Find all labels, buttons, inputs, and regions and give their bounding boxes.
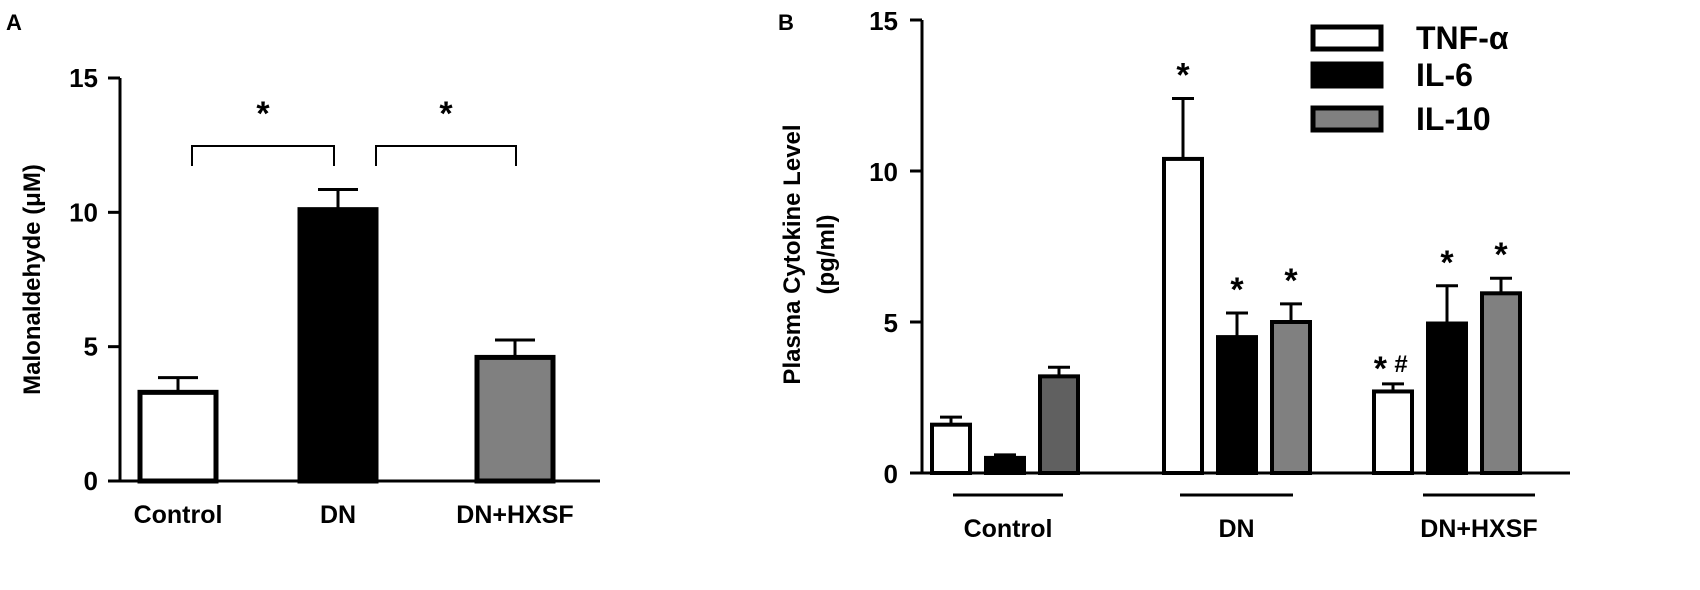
panel-b-significance-mark: * <box>1440 244 1454 282</box>
panel-b-significance-mark: * <box>1176 57 1190 95</box>
panel-b-bar <box>1038 374 1080 475</box>
panel-b-significance-mark: * <box>1230 271 1244 309</box>
panel-b: B Plasma Cytokine Level (pg/ml) 0 5 10 15 Co… <box>778 6 1570 543</box>
panel-b-bar <box>1270 320 1312 475</box>
panel-a-significance-bracket <box>375 145 517 166</box>
panel-b-bar <box>984 455 1026 475</box>
panel-a-category-label: Control <box>134 501 223 529</box>
panel-b-y-axis-label-line2: (pg/ml) <box>813 215 840 295</box>
panel-b-label: B <box>778 10 794 35</box>
panel-a-bar <box>474 354 556 484</box>
panel-a-category-label: DN <box>320 501 356 529</box>
panel-b-significance-mark: * <box>1494 236 1508 274</box>
panel-b-bar <box>1162 156 1204 475</box>
panel-a-category-label: DN+HXSF <box>456 501 573 529</box>
panel-b-bar <box>1372 389 1414 475</box>
panel-a: A Malonaldehyde (μM) 0 5 10 15 Control DN DN+H… <box>6 10 600 529</box>
panel-b-y-tick-label: 15 <box>869 6 898 36</box>
panel-a-significance-star: * <box>256 95 270 133</box>
panel-b-bar <box>1426 321 1468 476</box>
panel-b-bar <box>1216 335 1258 475</box>
legend-swatch <box>1310 24 1384 52</box>
legend-swatch <box>1310 61 1384 89</box>
legend-swatch <box>1310 105 1384 133</box>
panel-b-category-label: DN+HXSF <box>1420 515 1537 543</box>
panel-a-y-tick-label: 5 <box>84 332 98 362</box>
panel-a-bar <box>297 207 379 484</box>
panel-b-y-axis-label-line1: Plasma Cytokine Level <box>779 124 806 384</box>
panel-a-label: A <box>6 10 22 35</box>
panel-b-significance-mark: * <box>1374 350 1388 388</box>
panel-b-y-tick-label: 10 <box>869 157 898 187</box>
panel-b-y-tick-label: 5 <box>884 308 898 338</box>
panel-a-bar <box>137 389 219 484</box>
legend-label: IL-6 <box>1416 57 1473 93</box>
panel-a-y-tick-label: 0 <box>84 466 98 496</box>
panel-a-significance-bracket <box>191 145 335 166</box>
panel-a-significance-star: * <box>439 95 453 133</box>
panel-b-bar <box>930 422 972 475</box>
panel-a-y-axis-label: Malonaldehyde (μM) <box>19 164 46 395</box>
panel-a-y-tick-label: 15 <box>69 63 98 93</box>
panel-b-bar <box>1480 291 1522 475</box>
legend-label: IL-10 <box>1416 101 1491 137</box>
panel-b-category-label: DN <box>1218 515 1254 543</box>
panel-b-significance-mark: * <box>1284 262 1298 300</box>
panel-b-category-label: Control <box>964 515 1053 543</box>
legend-label: TNF-α <box>1416 20 1509 56</box>
panel-b-y-tick-label: 0 <box>884 459 898 489</box>
panel-b-hash-mark: # <box>1394 351 1407 378</box>
panel-a-y-tick-label: 10 <box>69 197 98 227</box>
